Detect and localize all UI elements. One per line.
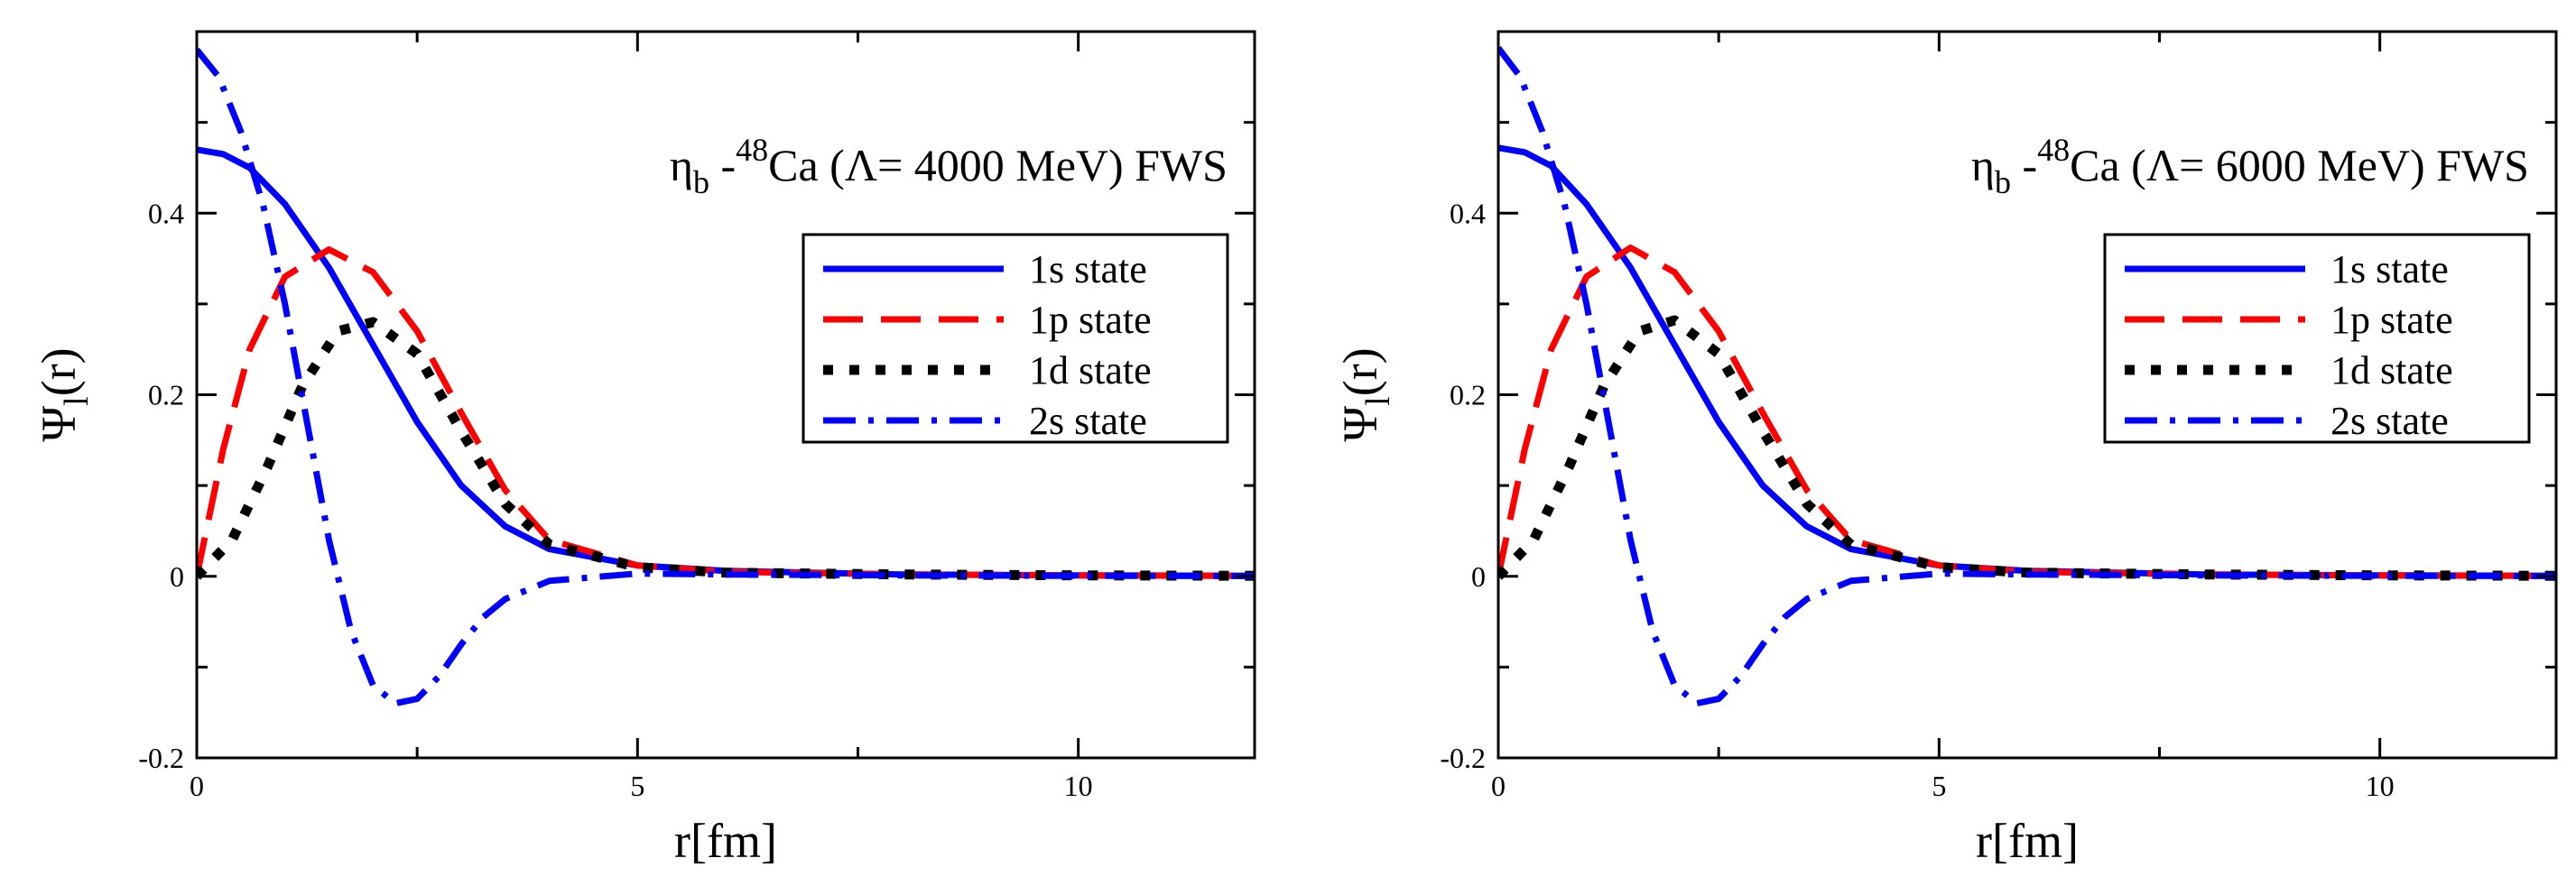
y-tick-label: -0.2 (1440, 742, 1486, 774)
x-axis-label: r[fm] (674, 814, 777, 868)
legend-label: 1p state (1029, 298, 1152, 342)
y-tick-label: 0.2 (148, 379, 184, 411)
series-line-1s-state (197, 146, 1255, 579)
series-line-2s-state (197, 47, 1255, 707)
panel-title: ηb -48Ca (Λ= 6000 MeV) FWS (1971, 132, 2529, 200)
title-rest: Ca (Λ= 4000 MeV) FWS (768, 140, 1228, 190)
legend: 1s state 1p state 1d state 2s state (802, 233, 1229, 444)
legend-label: 2s state (1029, 399, 1147, 443)
y-axis-label: Ψl(r) (32, 347, 96, 441)
legend-label: 1s state (2330, 247, 2449, 291)
y-axis-label: Ψl(r) (1333, 347, 1397, 441)
y-axis-label-psi: Ψ (1333, 406, 1387, 442)
title-sub: b (1995, 164, 2011, 200)
title-sub: b (693, 164, 709, 200)
title-eta: η (1971, 140, 1995, 190)
y-tick-label: 0.4 (148, 197, 184, 229)
legend: 1s state 1p state 1d state 2s state (2103, 233, 2531, 444)
series-line-1s-state (1498, 144, 2556, 579)
x-tick-label: 10 (1064, 770, 1093, 802)
y-tick-label: 0.2 (1450, 379, 1486, 411)
x-tick-label: 0 (1491, 770, 1506, 802)
chart-panel-1: 0 5 10-0.200.20.4r[fm]Ψl(r)ηb -48Ca (Λ= 40… (32, 30, 1256, 868)
y-tick-label: -0.2 (138, 742, 184, 774)
y-tick-label: 0.4 (1450, 197, 1486, 229)
y-axis-label-sub: l (58, 396, 96, 406)
x-tick-label: 5 (630, 770, 644, 802)
chart-panel-2: 0 5 10-0.200.20.4r[fm]Ψl(r)ηb -48Ca (Λ= 60… (1333, 30, 2558, 868)
y-axis-label-psi: Ψ (32, 406, 86, 442)
y-axis-label-rest: (r) (32, 347, 86, 396)
legend-label: 1d state (1029, 348, 1152, 392)
legend-label: 1s state (1029, 247, 1147, 291)
legend-label: 1p state (2330, 298, 2453, 342)
y-axis-label-sub: l (1359, 396, 1397, 406)
legend-label: 1d state (2330, 348, 2453, 392)
title-eta: η (670, 140, 693, 190)
y-tick-label: 0 (170, 560, 184, 593)
series-line-1p-state (197, 246, 1255, 579)
title-sup: 48 (736, 132, 768, 168)
series-line-1p-state (1498, 245, 2556, 579)
series-line-1d-state (1498, 315, 2556, 581)
panel-title: ηb -48Ca (Λ= 4000 MeV) FWS (670, 132, 1228, 200)
title-sup: 48 (2037, 132, 2070, 168)
x-tick-label: 10 (2366, 770, 2395, 802)
x-tick-label: 5 (1932, 770, 1946, 802)
x-axis-label: r[fm] (1976, 814, 2079, 868)
title-rest: Ca (Λ= 6000 MeV) FWS (2070, 140, 2529, 190)
x-tick-label: 0 (190, 770, 204, 802)
series-group (1498, 45, 2556, 707)
series-line-2s-state (1498, 45, 2556, 707)
y-tick-label: 0 (1471, 560, 1486, 593)
legend-label: 2s state (2330, 399, 2449, 443)
series-group (197, 47, 1255, 707)
title-dash: - (709, 140, 736, 190)
series-line-1d-state (197, 317, 1255, 581)
title-dash: - (2011, 140, 2037, 190)
y-axis-label-rest: (r) (1333, 347, 1387, 396)
